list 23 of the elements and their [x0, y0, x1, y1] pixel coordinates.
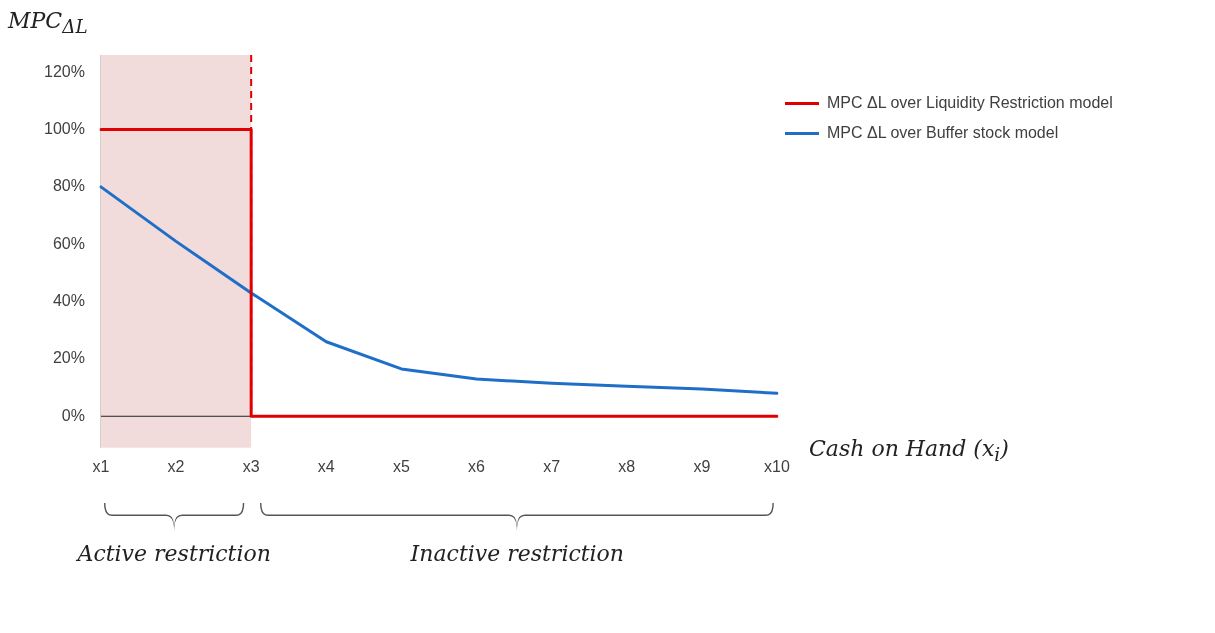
- x-tick-label: x6: [468, 457, 486, 475]
- x-tick-label: x10: [764, 457, 790, 475]
- y-tick-label: 40%: [52, 291, 85, 309]
- y-axis-title: MPC$_{ΔL}$: [8, 8, 88, 38]
- x-tick-label: x5: [392, 457, 410, 475]
- legend-label: MPC ΔL over Buffer stock model: [827, 124, 1059, 142]
- x-tick-label: x1: [92, 457, 110, 475]
- x-tick-label: x3: [242, 457, 260, 475]
- x-tick-label: x4: [317, 457, 335, 475]
- y-tick-label: 20%: [52, 349, 85, 367]
- x-tick-label: x7: [543, 457, 561, 475]
- y-tick-label: 0%: [61, 406, 85, 424]
- text: Inactive restriction: [410, 540, 625, 566]
- y-tick-label: 100%: [44, 119, 85, 137]
- y-tick-label: 120%: [44, 62, 85, 80]
- y-tick-label: 60%: [52, 234, 85, 252]
- text: Active restriction: [77, 540, 271, 566]
- x-tick-label: x2: [167, 457, 185, 475]
- x-tick-label: x9: [693, 457, 711, 475]
- y-tick-label: 80%: [52, 177, 85, 195]
- x-axis-title: Cash on Hand (x$_{i}$): [809, 435, 1009, 466]
- x-tick-label: x8: [618, 457, 636, 475]
- legend-label: MPC ΔL over Liquidity Restriction model: [827, 94, 1113, 112]
